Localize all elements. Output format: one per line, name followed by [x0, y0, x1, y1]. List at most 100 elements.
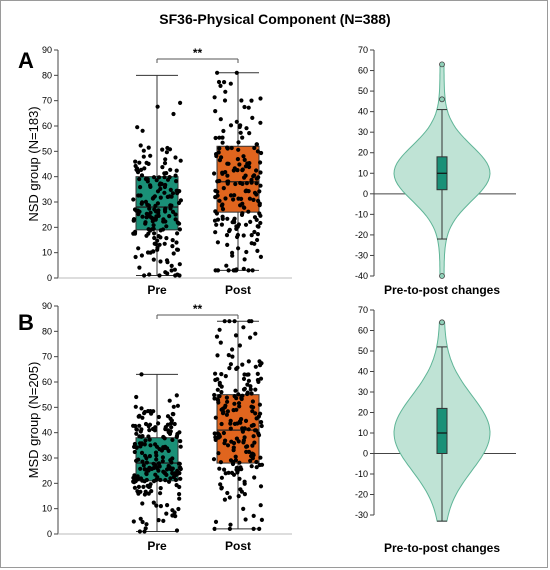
data-point: [174, 393, 179, 398]
y-tick-label: 20: [358, 148, 368, 158]
data-point: [170, 191, 176, 196]
data-point: [238, 130, 243, 135]
data-point: [162, 190, 167, 195]
data-point: [253, 364, 258, 369]
data-point: [240, 211, 245, 216]
data-point: [162, 436, 167, 441]
data-point: [213, 415, 218, 420]
y-tick-label: 0: [363, 189, 368, 199]
data-point: [254, 459, 259, 465]
data-point: [155, 104, 160, 109]
data-point: [142, 273, 147, 278]
x-category-label: Pre: [147, 283, 167, 297]
data-point: [224, 263, 229, 268]
data-point: [243, 418, 249, 423]
y-tick-label: 60: [42, 377, 52, 387]
data-point: [258, 170, 263, 175]
data-point: [157, 273, 162, 278]
data-point: [252, 428, 258, 433]
data-point: [234, 119, 239, 124]
data-point: [245, 390, 250, 395]
data-point: [251, 513, 256, 519]
data-point: [250, 409, 255, 414]
data-point: [242, 386, 247, 391]
data-point: [137, 160, 142, 165]
data-point: [212, 431, 217, 436]
data-point: [141, 154, 146, 159]
data-point: [136, 484, 141, 489]
data-point: [215, 387, 220, 392]
data-point: [211, 457, 217, 462]
data-point: [217, 135, 222, 140]
data-point: [252, 229, 257, 235]
data-point: [170, 456, 175, 461]
data-point: [236, 494, 241, 499]
data-point: [237, 343, 242, 348]
data-point: [213, 371, 218, 376]
data-point: [220, 140, 225, 145]
data-point: [249, 319, 254, 324]
data-point: [144, 211, 149, 216]
data-point: [169, 425, 174, 430]
data-point: [174, 168, 179, 173]
data-point: [227, 319, 232, 324]
data-point: [215, 353, 220, 358]
data-point: [252, 215, 258, 220]
plots-layer: A NSD group (N=183) 0 10 20 30 40 50 60 70 80 90 Pre…: [18, 45, 516, 555]
data-point: [258, 96, 263, 101]
data-point: [243, 189, 248, 194]
data-point: [156, 518, 161, 523]
data-point: [157, 175, 162, 180]
data-point: [212, 392, 217, 398]
data-point: [140, 415, 145, 420]
data-point: [145, 250, 151, 255]
data-point: [258, 376, 264, 381]
data-point: [220, 411, 226, 416]
data-point: [141, 463, 146, 468]
box-post: [212, 70, 264, 273]
data-point: [138, 476, 144, 481]
data-point: [215, 217, 221, 222]
y-axis-label: NSD group (N=183): [26, 106, 41, 221]
data-point: [138, 489, 143, 494]
data-point: [174, 179, 179, 184]
data-point: [252, 475, 257, 480]
data-point: [223, 89, 228, 94]
data-point: [228, 123, 234, 128]
data-point: [173, 217, 178, 222]
data-point: [235, 234, 240, 240]
data-point: [247, 196, 252, 201]
y-tick-label: -40: [355, 271, 368, 281]
data-point: [157, 242, 162, 247]
data-point: [143, 220, 148, 225]
data-point: [178, 476, 183, 481]
data-point: [173, 173, 178, 178]
data-point: [170, 437, 175, 442]
data-point: [257, 402, 262, 407]
data-point: [223, 170, 228, 175]
data-point: [151, 257, 156, 262]
data-point: [168, 476, 173, 481]
data-point: [249, 423, 254, 428]
data-point: [232, 216, 237, 221]
data-point: [178, 439, 183, 444]
data-point: [169, 263, 174, 268]
data-point: [147, 454, 152, 459]
data-point: [142, 409, 147, 415]
data-point: [222, 497, 227, 502]
data-point: [213, 209, 218, 214]
data-point: [249, 98, 254, 103]
box-pre: [131, 372, 183, 534]
data-point: [224, 412, 229, 417]
data-point: [152, 235, 157, 241]
data-point: [240, 362, 245, 367]
data-point: [177, 262, 182, 267]
data-point: [144, 160, 149, 165]
data-point: [241, 154, 246, 159]
data-point: [177, 492, 182, 497]
data-point: [250, 399, 255, 404]
data-point: [242, 481, 247, 486]
data-point: [225, 399, 230, 404]
data-point: [171, 251, 176, 256]
